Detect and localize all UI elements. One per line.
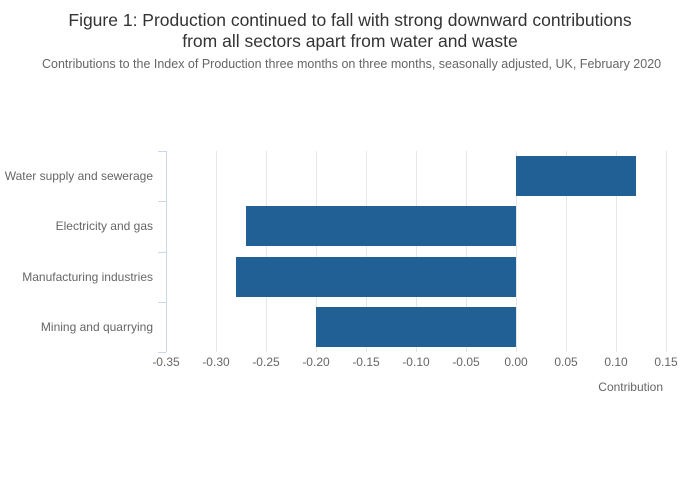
x-tick-label: -0.05 [452, 355, 480, 369]
x-gridline [666, 151, 667, 352]
x-tick-label: 0.15 [654, 355, 678, 369]
chart-title: Figure 1: Production continued to fall w… [0, 0, 700, 51]
category-label: Manufacturing industries [22, 269, 153, 284]
x-tick-label: -0.15 [352, 355, 380, 369]
x-gridline [316, 151, 317, 352]
y-axis-tick [158, 201, 166, 203]
x-gridline [216, 151, 217, 352]
x-tick-label: -0.20 [302, 355, 330, 369]
chart-title-line2: from all sectors apart from water and wa… [182, 30, 518, 51]
x-tick-label: -0.30 [202, 355, 230, 369]
x-tick-label: -0.35 [152, 355, 180, 369]
x-gridline [416, 151, 417, 352]
y-axis-tick [158, 151, 166, 152]
x-tick-label: 0.10 [604, 355, 628, 369]
bar-electricity-and-gas [246, 206, 516, 247]
chart-title-line1: Figure 1: Production continued to fall w… [68, 10, 632, 30]
x-axis-title: Contribution [598, 380, 663, 394]
chart-subtitle: Contributions to the Index of Production… [42, 57, 662, 71]
category-label: Electricity and gas [55, 219, 153, 234]
category-label: Water supply and sewerage [4, 169, 153, 184]
y-axis-tick [158, 352, 166, 353]
bar-mining-and-quarrying [316, 306, 516, 347]
x-tick-label: 0.05 [554, 355, 578, 369]
y-axis-tick [158, 301, 166, 303]
bar-water-supply-and-sewerage [516, 156, 636, 197]
x-gridline [266, 151, 267, 352]
category-label: Mining and quarrying [40, 319, 153, 334]
x-gridline [366, 151, 367, 352]
bar-manufacturing-industries [236, 256, 516, 297]
x-gridline [516, 151, 517, 352]
x-gridline [466, 151, 467, 352]
x-gridline [566, 151, 567, 352]
x-tick-label: -0.25 [252, 355, 280, 369]
x-tick-label: -0.10 [402, 355, 430, 369]
y-axis-tick [158, 251, 166, 253]
x-gridline [616, 151, 617, 352]
x-tick-label: 0.00 [504, 355, 528, 369]
y-axis-line [166, 151, 167, 352]
